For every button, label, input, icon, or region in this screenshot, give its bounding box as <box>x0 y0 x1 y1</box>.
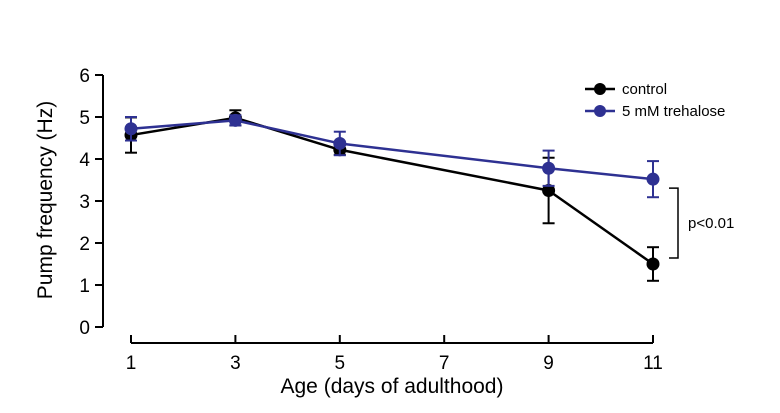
data-point <box>124 122 138 136</box>
y-axis: 0 1 2 3 4 5 6 <box>79 66 104 339</box>
y-tick-label: 5 <box>79 108 90 129</box>
data-point <box>228 113 242 127</box>
legend: control 5 mM trehalose <box>585 81 725 120</box>
y-tick-label: 6 <box>79 66 90 87</box>
legend-swatch-marker <box>594 83 606 95</box>
data-point <box>646 257 660 271</box>
series-line <box>130 116 654 266</box>
significance-label: p<0.01 <box>688 215 734 232</box>
data-point <box>542 161 556 175</box>
y-tick-label: 1 <box>79 276 90 297</box>
x-tick-label: 7 <box>439 353 450 374</box>
legend-swatch-marker <box>594 105 606 117</box>
y-tick-label: 2 <box>79 234 90 255</box>
legend-item-0: control <box>585 81 667 98</box>
y-axis-title: Pump frequency (Hz) <box>34 101 57 299</box>
data-point <box>646 172 660 186</box>
legend-item-1: 5 mM trehalose <box>585 103 725 120</box>
x-tick-label: 11 <box>643 353 663 374</box>
legend-label: control <box>622 81 667 98</box>
data-point <box>333 136 347 150</box>
legend-label: 5 mM trehalose <box>622 103 725 120</box>
x-axis: 1 3 5 7 9 11 <box>126 335 663 374</box>
y-tick-label: 0 <box>79 318 90 339</box>
significance-annotation: p<0.01 <box>669 187 734 259</box>
series-line <box>130 119 654 181</box>
x-tick-label: 5 <box>335 353 346 374</box>
data-point <box>542 184 556 197</box>
series-1 <box>124 113 660 199</box>
significance-bracket <box>669 187 679 259</box>
y-tick-label: 4 <box>79 150 90 171</box>
series-layer <box>124 109 660 282</box>
x-tick-label: 1 <box>126 353 137 374</box>
x-tick-label: 3 <box>230 353 241 374</box>
x-axis-title: Age (days of adulthood) <box>281 375 504 398</box>
y-tick-label: 3 <box>79 192 90 213</box>
x-tick-label: 9 <box>543 353 554 374</box>
series-0 <box>124 109 660 282</box>
